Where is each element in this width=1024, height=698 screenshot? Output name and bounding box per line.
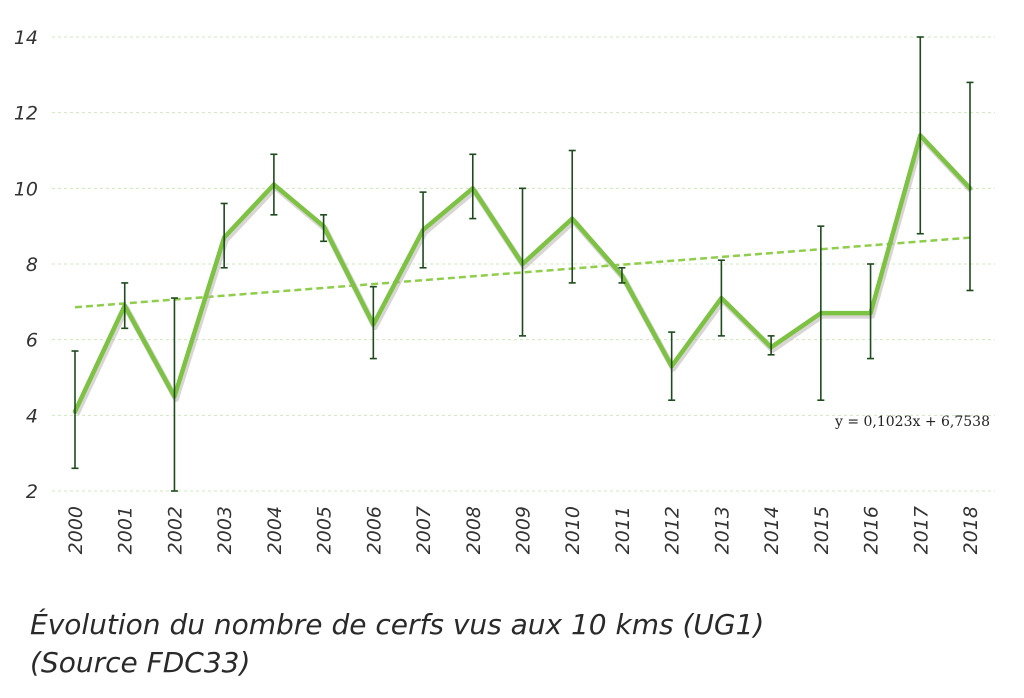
x-tick-label: 2007 [413,506,435,554]
x-tick-label: 2008 [463,506,485,554]
figure-caption: Évolution du nombre de cerfs vus aux 10 … [30,606,1010,682]
y-axis-ticks: 2 4 6 8 10 12 14 [14,27,38,503]
y-tick-label: 14 [14,27,38,49]
x-tick-label: 2005 [314,506,336,554]
y-tick-label: 4 [26,405,38,427]
x-tick-label: 2016 [861,506,883,554]
x-tick-label: 2017 [910,506,932,554]
y-tick-label: 8 [26,254,38,276]
x-tick-label: 2002 [164,506,186,554]
x-tick-label: 2003 [214,506,236,554]
error-bars [71,36,974,492]
x-tick-label: 2000 [65,506,87,554]
x-tick-label: 2015 [811,506,833,554]
x-tick-label: 2004 [264,506,286,554]
x-tick-label: 2001 [115,506,137,554]
x-tick-label: 2018 [960,506,982,554]
x-tick-label: 2009 [513,506,535,554]
x-tick-label: 2014 [761,506,783,554]
x-tick-label: 2006 [363,506,385,554]
trendline-equation: y = 0,1023x + 6,7538 [834,414,990,430]
y-tick-label: 12 [14,103,38,125]
x-tick-label: 2013 [711,506,733,554]
x-tick-label: 2012 [662,506,684,554]
chart: 2 4 6 8 10 12 14 2000 2001 2002 2003 2004 2005 2006 2… [14,27,995,554]
gridlines [52,36,995,492]
y-tick-label: 6 [26,330,38,352]
caption-line-2: (Source FDC33) [30,646,251,679]
y-tick-label: 10 [14,178,38,200]
x-tick-label: 2010 [562,506,584,554]
x-tick-label: 2011 [612,506,634,554]
caption-line-1: Évolution du nombre de cerfs vus aux 10 … [30,608,765,641]
x-axis-ticks: 2000 2001 2002 2003 2004 2005 2006 2007 2008 2009… [65,506,982,554]
y-tick-label: 2 [26,481,38,503]
